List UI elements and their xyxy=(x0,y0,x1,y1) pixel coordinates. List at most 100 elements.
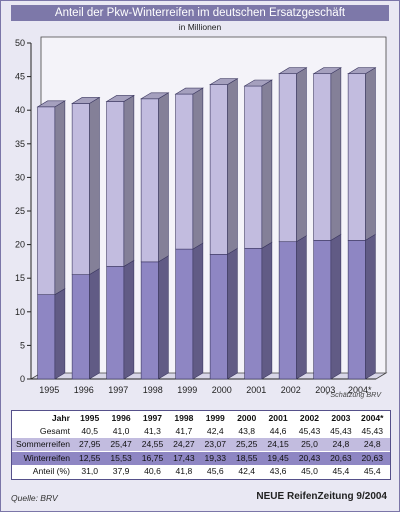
table-row: Anteil (%) 31,0 37,9 40,6 41,8 45,6 42,4 43,6 45… xyxy=(12,465,390,478)
x-tick-label: 1997 xyxy=(108,385,128,395)
table-cell: 2003 xyxy=(331,413,351,423)
table-cell: 44,6 xyxy=(269,426,287,437)
table-cell: 45,4 xyxy=(332,465,350,476)
chart-subtitle: in Millionen xyxy=(178,22,222,32)
table-cell: 2002 xyxy=(299,413,320,423)
table-cell: 15,53 xyxy=(110,452,132,463)
bar-sommerreifen-side xyxy=(54,100,66,296)
bar-sommerreifen-front xyxy=(175,93,194,250)
bar-sommerreifen-side xyxy=(227,78,238,255)
bar-sommerreifen-front xyxy=(244,85,263,249)
bar-winterreifen-side xyxy=(192,242,204,380)
bar-winterreifen-front xyxy=(71,274,90,380)
source-note: Quelle: BRV xyxy=(11,493,58,503)
table-row-label: Anteil (%) xyxy=(32,465,70,476)
bar-winterreifen-side xyxy=(123,259,135,380)
table-cell: 20,63 xyxy=(330,452,352,463)
y-tick-label: 5 xyxy=(20,340,25,350)
y-tick-label: 40 xyxy=(15,105,25,115)
bar-winterreifen-side xyxy=(54,288,66,380)
table-cell: 25,25 xyxy=(235,439,258,450)
y-tick-label: 20 xyxy=(15,240,25,250)
table-cell: 1995 xyxy=(80,413,100,423)
bar-winterreifen-side xyxy=(296,235,307,380)
x-tick-label: 2002 xyxy=(281,385,301,395)
bar-sommerreifen-side xyxy=(330,67,342,241)
bar-sommerreifen-top xyxy=(209,78,239,85)
table-cell: 2000 xyxy=(237,413,257,423)
x-tick-label: 1999 xyxy=(177,385,197,395)
table-cell: 20,63 xyxy=(361,452,384,463)
table-cell: 24,8 xyxy=(363,439,381,450)
table-cell: 40,5 xyxy=(81,426,99,437)
bar-winterreifen-side xyxy=(227,247,238,380)
table-cell: 41,8 xyxy=(175,465,193,476)
bar-sommerreifen-side xyxy=(261,79,273,249)
table-cell: 12,55 xyxy=(78,452,101,463)
bar-winterreifen-side xyxy=(261,241,273,380)
bar-sommerreifen-top xyxy=(140,92,170,100)
table-cell: 24,8 xyxy=(332,439,350,450)
table-row: Jahr 1995 1996 1997 1998 1999 2000 2001 2002 2003… xyxy=(12,412,390,425)
table-cell: 1998 xyxy=(174,413,194,423)
bar-sommerreifen-side xyxy=(123,94,135,267)
bar-sommerreifen-top xyxy=(174,87,204,95)
table-cell: 24,15 xyxy=(267,439,289,450)
table-row: Sommerreifen 27,95 25,47 24,55 24,27 23,07 25,… xyxy=(12,438,390,452)
bar-sommerreifen-side xyxy=(89,96,100,276)
table-cell: 40,6 xyxy=(144,465,161,476)
table-row-label: Winterreifen xyxy=(23,452,70,463)
bar-winterreifen-side xyxy=(158,255,169,380)
table-cell: 42,4 xyxy=(206,426,224,437)
table-cell: 45,4 xyxy=(363,465,381,476)
table-cell: 1999 xyxy=(205,413,225,423)
y-tick-label: 0 xyxy=(20,374,25,384)
bar-winterreifen-front xyxy=(347,240,366,380)
bar-winterreifen-front xyxy=(278,241,297,380)
bar-sommerreifen-side xyxy=(192,87,204,250)
table-cell: 1996 xyxy=(111,413,131,423)
x-tick-label: 2000 xyxy=(212,385,232,395)
table-cell: 37,9 xyxy=(112,465,130,476)
bar-sommerreifen-front xyxy=(209,84,228,255)
table-cell: 41,0 xyxy=(112,426,130,437)
x-tick-label: 1995 xyxy=(39,385,59,395)
bar-sommerreifen-front xyxy=(347,73,366,241)
chart-plot: 0 5 10 15 20 25 30 35 40 45 50 1995 1996 1997 1998 1999… xyxy=(15,36,388,395)
table-cell: 31,0 xyxy=(81,465,99,476)
chart-title: Anteil der Pkw-Winterreifen im deutschen… xyxy=(11,5,389,21)
table-cell: 43,6 xyxy=(269,465,287,476)
bar-sommerreifen-top xyxy=(278,67,308,75)
y-tick-label: 45 xyxy=(15,72,25,82)
bar-sommerreifen-front xyxy=(37,106,56,295)
table-row-label: Sommerreifen xyxy=(16,439,70,450)
publication-credit: NEUE ReifenZeitung 9/2004 xyxy=(256,491,387,502)
bar-sommerreifen-top xyxy=(71,97,101,104)
bar-sommerreifen-side xyxy=(365,67,376,241)
y-tick-label: 25 xyxy=(15,206,25,216)
table-cell: 24,27 xyxy=(173,439,195,450)
estimate-footnote: * Schätzung BRV xyxy=(325,390,381,399)
x-tick-label: 2003 xyxy=(315,385,335,395)
x-tick-label: 2001 xyxy=(246,385,266,395)
bar-winterreifen-front xyxy=(37,294,56,380)
table-cell: 2004* xyxy=(361,413,384,423)
bar-sommerreifen-front xyxy=(313,73,332,241)
bar-sommerreifen-top xyxy=(36,100,66,108)
bar-winterreifen-side xyxy=(89,268,100,380)
y-tick-label: 50 xyxy=(15,38,25,48)
bar-sommerreifen-top xyxy=(105,95,135,102)
table-cell: 25,47 xyxy=(110,439,132,450)
bar-sommerreifen-front xyxy=(106,101,125,267)
table-row-label: Gesamt xyxy=(39,426,70,437)
table-row: Winterreifen 12,55 15,53 16,75 17,43 19,33 18,… xyxy=(12,451,390,465)
bar-sommerreifen-side xyxy=(158,92,169,263)
table-cell: 19,45 xyxy=(267,452,289,463)
table-cell: 45,43 xyxy=(298,426,321,437)
table-cell: 19,33 xyxy=(204,452,227,463)
table-cell: 45,43 xyxy=(361,426,384,437)
bar-sommerreifen-top xyxy=(347,67,377,75)
bar-winterreifen-side xyxy=(330,233,342,380)
table-cell: 25,0 xyxy=(301,439,318,450)
